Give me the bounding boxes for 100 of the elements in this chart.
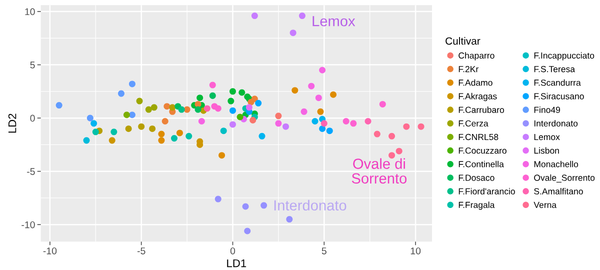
legend-label: Fino49 bbox=[534, 106, 560, 113]
x-tick-label: -5 bbox=[137, 248, 146, 254]
point bbox=[228, 98, 234, 104]
point bbox=[214, 196, 222, 202]
point bbox=[292, 87, 298, 94]
point bbox=[136, 98, 143, 104]
point bbox=[145, 106, 152, 113]
point bbox=[242, 203, 249, 210]
legend-label: F.Siracusano bbox=[534, 92, 584, 100]
point bbox=[250, 116, 256, 124]
point bbox=[164, 103, 170, 110]
legend-label: F.Akragas bbox=[458, 92, 497, 102]
legend-label: Verna bbox=[534, 202, 557, 208]
y-tick-label: -10 bbox=[22, 221, 35, 228]
legend-label: F.Cocuzzaro bbox=[458, 147, 506, 154]
point bbox=[246, 104, 252, 111]
point bbox=[320, 120, 328, 127]
point bbox=[298, 12, 306, 20]
point bbox=[214, 105, 222, 112]
point bbox=[110, 128, 118, 136]
x-tick-label: 10 bbox=[410, 247, 421, 254]
point bbox=[282, 123, 290, 130]
point bbox=[194, 106, 202, 113]
point bbox=[300, 108, 308, 115]
annotation: Ovale di Sorrento bbox=[352, 158, 407, 184]
legend-label: Ovale_Sorrento bbox=[534, 174, 595, 182]
point bbox=[330, 91, 337, 98]
point bbox=[176, 130, 183, 136]
point bbox=[169, 104, 176, 111]
point bbox=[364, 118, 372, 125]
x-tick-label: 5 bbox=[322, 248, 326, 254]
point bbox=[319, 66, 326, 74]
legend-label: Lemox bbox=[534, 134, 560, 140]
legend-label: F.Scandurra bbox=[534, 79, 581, 86]
legend-label: F.Adamo bbox=[458, 79, 492, 86]
x-axis-title: LD1 bbox=[227, 259, 246, 268]
point bbox=[286, 216, 293, 223]
legend-label: F.S.Teresa bbox=[534, 66, 576, 72]
point bbox=[178, 106, 185, 113]
point bbox=[275, 120, 282, 127]
legend-label: Lisbon bbox=[534, 147, 559, 154]
point bbox=[118, 90, 124, 97]
point bbox=[350, 120, 357, 127]
legend-label: S.Amalfitano bbox=[534, 188, 583, 194]
point bbox=[275, 112, 282, 120]
point bbox=[108, 137, 116, 144]
y-tick-label: 5 bbox=[30, 62, 35, 68]
y-tick-label: 0 bbox=[30, 114, 35, 122]
point bbox=[379, 100, 386, 108]
y-tick-label: -5 bbox=[27, 168, 35, 175]
point bbox=[251, 12, 258, 20]
point bbox=[244, 228, 251, 234]
annotation: Interdonato bbox=[274, 200, 346, 211]
point bbox=[92, 128, 99, 136]
point bbox=[326, 128, 333, 134]
point bbox=[138, 123, 145, 130]
y-tick-label: 10 bbox=[25, 8, 35, 16]
point bbox=[209, 92, 216, 99]
legend-label: F.Incappucciato bbox=[534, 52, 594, 60]
legend-label: Chaparro bbox=[458, 52, 494, 60]
point bbox=[255, 100, 262, 106]
legend-title: Cultivar bbox=[446, 37, 480, 45]
point bbox=[319, 125, 326, 132]
point bbox=[220, 128, 227, 134]
point bbox=[236, 114, 244, 120]
point bbox=[128, 80, 136, 88]
point bbox=[158, 137, 165, 144]
point bbox=[128, 112, 136, 118]
point bbox=[86, 114, 94, 122]
point bbox=[374, 130, 380, 138]
point bbox=[209, 82, 216, 88]
x-tick-label: -10 bbox=[43, 247, 57, 254]
legend-label: Interdonato bbox=[534, 120, 578, 127]
point bbox=[186, 132, 192, 140]
point bbox=[90, 120, 98, 127]
legend-label: F.CNRL58 bbox=[458, 134, 498, 140]
point bbox=[229, 107, 236, 114]
point bbox=[312, 118, 318, 125]
point bbox=[149, 125, 156, 132]
point bbox=[204, 105, 210, 112]
point bbox=[317, 108, 324, 115]
point bbox=[56, 102, 62, 109]
point bbox=[198, 118, 205, 125]
point bbox=[418, 123, 424, 130]
point bbox=[396, 148, 402, 154]
legend-label: F.2Kr bbox=[458, 66, 478, 72]
annotation: Lemox bbox=[312, 16, 356, 26]
point bbox=[308, 82, 315, 90]
legend-label: F.Fiord'arancio bbox=[458, 188, 515, 194]
point bbox=[290, 30, 296, 36]
point bbox=[315, 94, 322, 102]
point bbox=[229, 121, 236, 128]
point bbox=[238, 89, 246, 96]
legend-label: F.Cerza bbox=[458, 120, 488, 127]
x-tick-label: 0 bbox=[230, 247, 236, 254]
legend-label: Monachello bbox=[534, 160, 578, 168]
point bbox=[170, 135, 178, 142]
point bbox=[123, 112, 130, 118]
point bbox=[83, 137, 90, 144]
point bbox=[403, 123, 410, 130]
